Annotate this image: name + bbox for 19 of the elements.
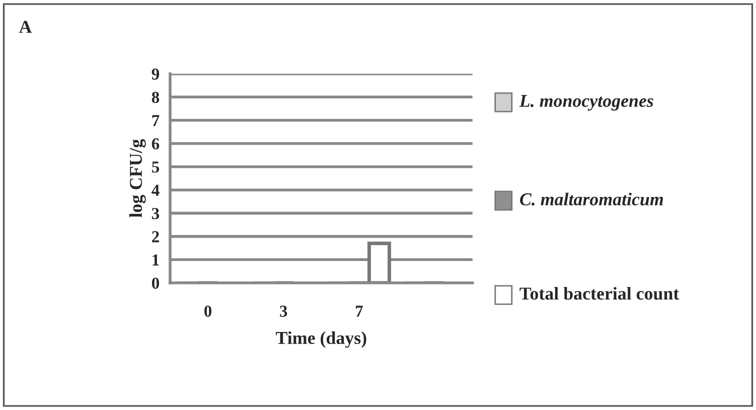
text: A — [19, 20, 32, 33]
y-axis-title: log CFU/g — [129, 139, 146, 218]
y-tick-label: 2 — [152, 231, 159, 242]
x-tick-label: 3 — [280, 306, 288, 317]
x-tick-label: 0 — [204, 306, 212, 317]
y-tick-label: 1 — [152, 254, 159, 266]
y-tick-label: 4 — [152, 184, 160, 196]
x-axis-title: Time (days) — [276, 331, 366, 348]
y-tick-label: 8 — [152, 92, 160, 103]
y-tick-label: 6 — [152, 138, 160, 150]
y-tick-label: 5 — [152, 162, 160, 173]
y-tick-label: 3 — [152, 208, 160, 220]
legend-label: Total bacterial count — [520, 287, 680, 300]
y-tick-label: 0 — [152, 278, 160, 289]
x-tick-label: 7 — [356, 306, 363, 317]
legend-label: C. maltaromaticum — [520, 192, 663, 206]
legend-label: L. monocytogenes — [519, 94, 654, 111]
y-tick-label: 9 — [152, 68, 160, 80]
y-tick-label: 7 — [152, 115, 160, 126]
